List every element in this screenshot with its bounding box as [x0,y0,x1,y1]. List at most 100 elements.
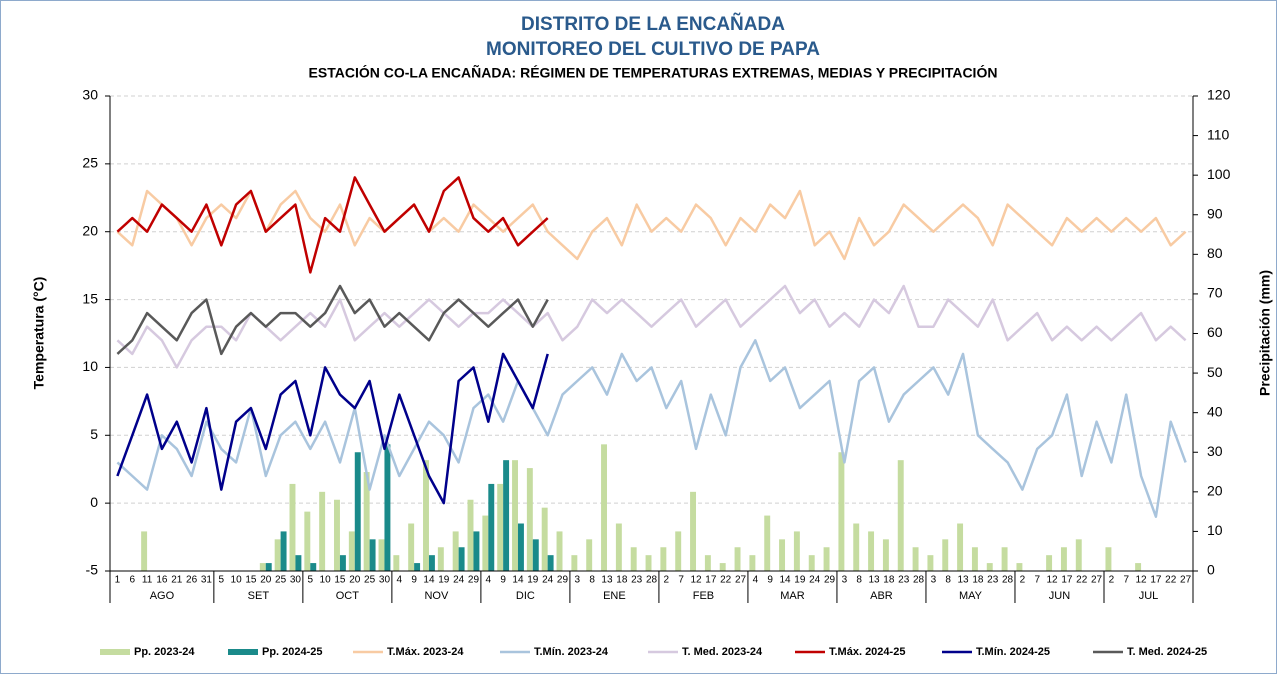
precip-bar [319,491,326,571]
x-tick-label: 23 [631,575,643,586]
x-tick-label: 14 [423,575,435,586]
precip-bar [428,555,435,571]
y-tick-label: -5 [86,562,99,578]
month-label: ABR [870,590,893,602]
precip-bar [719,563,726,571]
temp-line [116,176,549,274]
x-tick-label: 24 [542,575,554,586]
x-tick-label: 3 [842,575,848,586]
y-tick-label: 30 [82,87,98,103]
precip-bar [378,539,385,571]
precip-bar [541,507,548,571]
x-tick-label: 25 [275,575,287,586]
x-tick-label: 7 [1034,575,1040,586]
x-tick-label: 4 [486,575,492,586]
y2-tick-label: 90 [1207,205,1223,221]
precip-bar [838,452,845,571]
precip-bar [556,531,563,571]
month-label: FEB [693,590,714,602]
x-tick-label: 8 [945,575,951,586]
month-label: MAR [780,590,805,602]
precip-bar [601,444,607,571]
x-tick-label: 7 [1123,575,1129,586]
precip-bar [274,539,281,571]
x-tick-label: 20 [260,575,272,586]
legend-label: T.Máx. 2024-25 [829,646,905,658]
x-tick-label: 7 [678,575,684,586]
precip-bar [1075,539,1082,571]
precip-bar [295,555,302,571]
month-label: ENE [603,590,626,602]
x-tick-label: 22 [1076,575,1088,586]
x-tick-label: 18 [972,575,984,586]
y2-tick-label: 80 [1207,245,1223,261]
precip-bar [289,483,296,571]
precip-bar [942,539,949,571]
x-tick-label: 3 [575,575,581,586]
month-label: AGO [150,590,175,602]
precip-bar [547,555,554,571]
x-tick-label: 28 [646,575,658,586]
precip-bar [141,531,148,571]
precip-bar [897,460,904,571]
x-tick-label: 1 [115,575,121,586]
precip-bar [571,555,578,571]
precip-bar [369,539,376,571]
x-tick-label: 13 [601,575,613,586]
x-tick-label: 20 [349,575,361,586]
x-tick-label: 13 [957,575,969,586]
legend-label: T. Med. 2024-25 [1127,646,1207,658]
y-tick-label: 20 [82,222,98,238]
y2-tick-label: 100 [1207,166,1231,182]
precip-bar [645,555,652,571]
y2-tick-label: 0 [1207,562,1215,578]
legend-label: T.Mín. 2024-25 [976,646,1050,658]
y2-tick-label: 50 [1207,364,1223,380]
precip-bar [423,460,429,571]
precip-bar [1060,547,1067,571]
y2-tick-label: 60 [1207,324,1223,340]
precip-bar [1046,555,1053,571]
precip-bar [1001,547,1008,571]
x-tick-label: 22 [1165,575,1177,586]
x-tick-label: 12 [1046,575,1058,586]
precip-bar [793,531,800,571]
x-tick-label: 14 [512,575,524,586]
month-label: JUL [1139,590,1159,602]
x-tick-label: 18 [883,575,895,586]
precip-bar [971,547,978,571]
x-tick-label: 5 [218,575,224,586]
precip-bar [467,499,474,571]
y-tick-label: 25 [82,155,98,171]
precip-bar [458,547,465,571]
temp-line [116,339,1187,518]
month-label: OCT [336,590,360,602]
x-tick-label: 24 [453,575,465,586]
precip-bar [482,515,489,571]
legend-label: T. Med. 2023-24 [682,646,763,658]
x-tick-label: 29 [557,575,569,586]
precip-bar [764,515,771,571]
precip-bar [853,523,860,571]
x-tick-label: 31 [201,575,213,586]
precip-bar [675,531,682,571]
y2-tick-label: 10 [1207,522,1223,538]
y2-axis-label: Precipitación (mm) [1257,270,1273,396]
x-tick-label: 29 [468,575,480,586]
x-tick-label: 9 [767,575,773,586]
precip-bar [512,460,518,571]
x-tick-label: 9 [411,575,417,586]
precip-bar [1135,563,1142,571]
x-tick-label: 11 [142,575,153,586]
x-tick-label: 21 [171,575,183,586]
precip-bar [526,468,533,571]
x-tick-label: 15 [245,575,257,586]
x-tick-label: 27 [1091,575,1103,586]
temp-line [116,352,549,505]
precip-bar [630,547,637,571]
chart-title: ESTACIÓN CO-LA ENCAÑADA: RÉGIMEN DE TEMP… [309,64,998,81]
x-tick-label: 19 [527,575,539,586]
temp-line [116,284,549,356]
y2-tick-label: 40 [1207,403,1223,419]
